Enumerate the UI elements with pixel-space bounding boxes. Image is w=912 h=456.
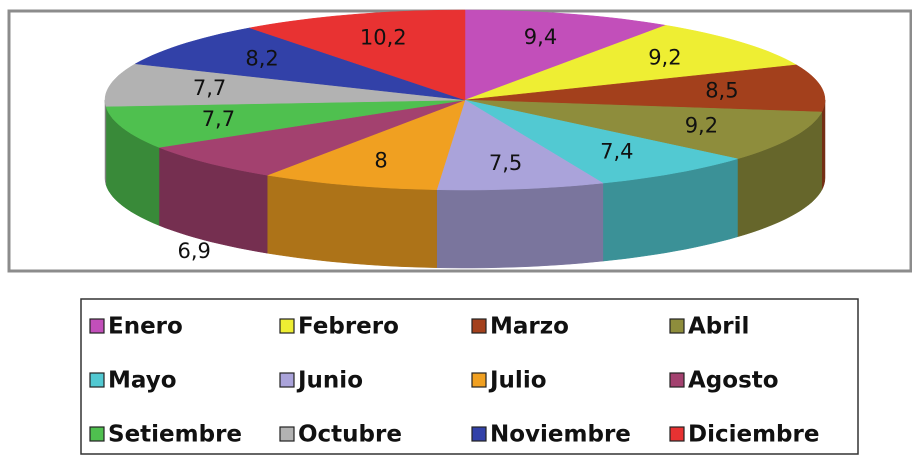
legend-swatch	[279, 372, 295, 388]
legend-swatch	[471, 372, 487, 388]
legend-label: Junio	[296, 368, 363, 394]
legend-label: Marzo	[490, 314, 569, 340]
legend-swatch	[89, 372, 105, 388]
legend-label: Diciembre	[688, 422, 819, 448]
legend: Enero Febrero Marzo Abril Mayo Junio Julio Agos…	[89, 314, 819, 448]
value-label: 9,4	[524, 25, 557, 49]
slice	[464, 25, 798, 101]
legend-label: Enero	[108, 314, 183, 340]
legend-swatch	[471, 318, 487, 334]
legend-box	[80, 298, 859, 455]
value-label: 7,4	[600, 140, 633, 164]
legend-swatch	[471, 426, 487, 442]
slice	[266, 99, 466, 190]
value-label: 7,5	[489, 151, 522, 175]
legend-swatch	[669, 426, 685, 442]
slice	[249, 9, 466, 101]
slice	[464, 64, 826, 113]
value-label: 7,7	[193, 76, 226, 100]
legend-label: Setiembre	[108, 422, 242, 448]
value-label: 7,7	[202, 107, 235, 131]
slice-side	[821, 99, 826, 191]
slice-side	[104, 99, 107, 185]
slice-side	[436, 182, 604, 269]
value-label: 6,9	[177, 239, 210, 263]
legend-label: Abril	[688, 314, 749, 340]
legend-swatch	[279, 318, 295, 334]
legend-label: Julio	[488, 368, 547, 394]
value-label: 9,2	[685, 114, 718, 138]
legend-swatch	[669, 372, 685, 388]
slice	[134, 27, 466, 101]
legend-label: Febrero	[298, 314, 399, 340]
value-label: 8,2	[245, 47, 278, 71]
slice	[105, 99, 466, 148]
slice	[436, 99, 604, 191]
pie: 9,4 9,2 8,5 9,2 7,4 7,5 8 6,9 7,7 7,7 8,2 10,2	[104, 9, 826, 269]
legend-swatch	[89, 318, 105, 334]
legend-swatch	[89, 426, 105, 442]
slice	[104, 63, 466, 107]
legend-label: Agosto	[688, 368, 779, 394]
value-label: 8	[374, 148, 387, 172]
slice	[464, 99, 738, 184]
slice	[158, 99, 466, 176]
legend-label: Mayo	[108, 368, 177, 394]
value-label: 8,5	[705, 78, 738, 102]
slice	[464, 99, 823, 160]
slice	[464, 9, 667, 101]
value-label: 9,2	[648, 46, 681, 70]
legend-label: Noviembre	[490, 422, 631, 448]
value-label: 10,2	[360, 26, 407, 50]
legend-swatch	[279, 426, 295, 442]
legend-swatch	[669, 318, 685, 334]
legend-label: Octubre	[298, 422, 402, 448]
